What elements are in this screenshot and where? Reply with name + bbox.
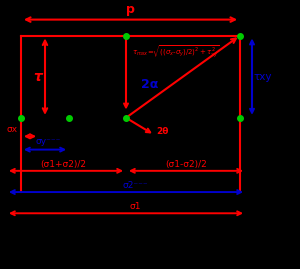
Text: (σ1+σ2)/2: (σ1+σ2)/2 [40,160,86,169]
Text: (σ1-σ2)/2: (σ1-σ2)/2 [165,160,207,169]
Text: σx: σx [6,125,18,134]
Text: σ2⁻⁻⁻: σ2⁻⁻⁻ [122,181,148,190]
Text: σ1: σ1 [129,202,141,211]
Text: p: p [126,3,135,16]
Text: $\tau_{max}$=$\sqrt{((\sigma_x\text{-}\sigma_y)/2)^2+\tau_{xy}^2}$: $\tau_{max}$=$\sqrt{((\sigma_x\text{-}\s… [132,44,220,61]
Text: τxy: τxy [253,72,272,82]
Text: τ: τ [33,70,42,84]
Text: σy⁻⁻⁻: σy⁻⁻⁻ [35,137,61,146]
Text: 2θ: 2θ [156,127,168,136]
Text: 2α: 2α [141,78,159,91]
